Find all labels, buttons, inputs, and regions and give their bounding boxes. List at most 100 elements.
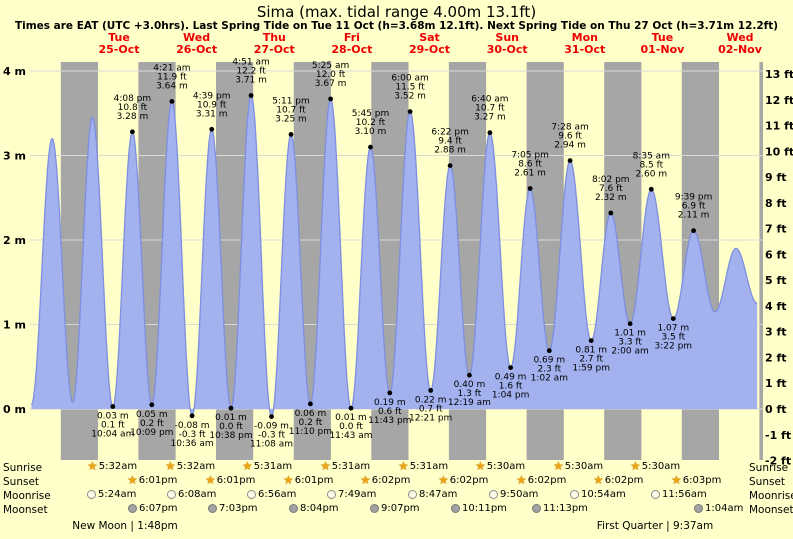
high-tide-label: 11.5 ft: [395, 83, 425, 93]
moonset-label-right: Moonset: [749, 504, 793, 516]
moonset-icon: [694, 504, 703, 513]
moonrise-time: 7:49am: [338, 489, 377, 500]
moonset-event: 7:03pm: [208, 503, 258, 514]
low-tide-label: 0.81 m: [575, 346, 607, 356]
sunrise-event: ★ 5:30am: [553, 460, 604, 472]
y-axis-left-label: 1 m: [3, 319, 26, 332]
astro-row-moonset: Moonset Moonset 6:07pm 7:03pm 8:04pm 9:07pm 10…: [0, 503, 793, 517]
y-axis-right-label: 10 ft: [765, 145, 793, 158]
low-tide-label: 3.5 ft: [661, 333, 685, 343]
low-tide-label: 0.06 m: [295, 409, 327, 419]
low-tide-label: 11:43 pm: [368, 416, 411, 426]
sunrise-time: 5:31am: [331, 461, 371, 472]
low-tide-label: -0.08 m: [175, 421, 210, 431]
sunset-star-icon: ★: [516, 473, 527, 487]
moonrise-event: 10:54am: [570, 489, 626, 500]
low-tide-label: 0.2 ft: [140, 419, 164, 429]
high-tide-label: 11.9 ft: [157, 72, 187, 82]
sunset-event: ★ 6:01pm: [283, 473, 333, 487]
sunset-time: 6:02pm: [371, 475, 411, 486]
moonrise-time: 5:24am: [98, 489, 137, 500]
low-tide-marker: [467, 372, 472, 378]
day-header-date: 25-Oct: [98, 43, 139, 56]
moonset-icon: [451, 504, 460, 513]
high-tide-label: 4:51 am: [232, 58, 269, 68]
y-axis-right-label: 2 ft: [765, 352, 787, 365]
moonrise-icon: [651, 490, 660, 499]
low-tide-label: 10:38 pm: [209, 431, 252, 441]
sunrise-star-icon: ★: [630, 459, 641, 473]
low-tide-marker: [348, 405, 354, 411]
low-tide-marker: [110, 404, 116, 409]
moonrise-icon: [327, 490, 336, 499]
moonset-time: 7:03pm: [219, 503, 258, 514]
low-tide-label: -0.3 ft: [258, 431, 285, 441]
low-tide-label: 0.0 ft: [219, 422, 243, 432]
moonrise-time: 6:56am: [258, 489, 297, 500]
sunrise-time: 5:30am: [564, 461, 604, 472]
sunset-event: ★ 6:02pm: [593, 474, 643, 486]
high-tide-marker: [248, 93, 254, 98]
moonrise-label-right: Moonrise: [749, 490, 793, 502]
high-tide-label: 8:35 am: [633, 151, 670, 161]
y-axis-right-label: -2 ft: [765, 455, 791, 468]
high-tide-marker: [527, 186, 533, 191]
moonset-icon: [128, 504, 137, 513]
sunset-event: ★ 6:03pm: [671, 474, 722, 486]
moonrise-icon: [408, 490, 417, 499]
high-tide-label: 10.8 ft: [118, 103, 148, 113]
high-tide-label: 3.31 m: [196, 109, 228, 119]
moonset-event: 8:04pm: [289, 503, 339, 514]
night-band: [759, 62, 763, 460]
sunset-time: 6:02pm: [527, 475, 567, 486]
day-header-date: 02-Nov: [718, 43, 763, 56]
day-header-dow: Fri: [344, 31, 360, 44]
low-tide-label: 10:04 am: [91, 430, 134, 440]
high-tide-label: 8:02 pm: [592, 175, 630, 185]
moonrise-time: 10:54am: [581, 489, 626, 500]
y-axis-right-label: 3 ft: [765, 326, 787, 339]
astro-row-moonrise: Moonrise Moonrise 5:24am 6:08am 6:56am 7:49am…: [0, 489, 793, 503]
high-tide-label: 2.11 m: [678, 211, 710, 221]
sunrise-star-icon: ★: [242, 459, 253, 473]
high-tide-label: 3.64 m: [156, 81, 188, 91]
low-tide-marker: [149, 402, 155, 408]
low-tide-label: 0.01 m: [335, 413, 367, 423]
high-tide-label: 9.4 ft: [438, 137, 462, 147]
moonset-time: 1:04am: [705, 503, 744, 514]
low-tide-marker: [670, 316, 676, 321]
sunset-time: 6:03pm: [682, 475, 722, 486]
y-axis-right-label: 1 ft: [765, 377, 787, 390]
moonrise-event: 11:56am: [651, 489, 707, 500]
low-tide-label: 12:19 am: [448, 398, 491, 408]
sunrise-time: 5:32am: [98, 461, 138, 472]
page-title: Sima (max. tidal range 4.00m 13.1ft): [256, 3, 537, 21]
day-header-dow: Mon: [572, 31, 598, 44]
sunrise-event: ★ 5:32am: [165, 459, 215, 473]
moonrise-icon: [247, 490, 256, 499]
low-tide-label: 1.6 ft: [499, 382, 523, 392]
high-tide-marker: [328, 96, 333, 102]
sunrise-star-icon: ★: [165, 459, 176, 473]
low-tide-marker: [189, 413, 195, 419]
high-tide-label: 8.5 ft: [639, 160, 663, 170]
moonset-event: 9:07pm: [370, 503, 420, 514]
y-axis-right-label: 11 ft: [765, 120, 793, 133]
moonrise-icon: [167, 490, 176, 499]
high-tide-label: 2.60 m: [635, 169, 667, 179]
high-tide-label: 2.88 m: [434, 146, 466, 156]
sunrise-event: ★ 5:31am: [398, 460, 448, 472]
sunrise-star-icon: ★: [87, 459, 98, 473]
high-tide-label: 6:22 pm: [431, 128, 469, 138]
sunset-star-icon: ★: [283, 473, 294, 487]
high-tide-label: 2.61 m: [514, 169, 546, 179]
sunrise-label-right: Sunrise: [749, 462, 789, 474]
moonset-event: 10:11pm: [451, 503, 507, 514]
moonset-event: 6:07pm: [128, 503, 178, 514]
high-tide-label: 4:08 pm: [114, 94, 152, 104]
high-tide-label: 5:45 pm: [352, 109, 390, 119]
low-tide-label: 10:09 pm: [130, 428, 173, 438]
y-axis-right-label: 0 ft: [765, 403, 787, 416]
high-tide-label: 10.2 ft: [356, 118, 386, 128]
